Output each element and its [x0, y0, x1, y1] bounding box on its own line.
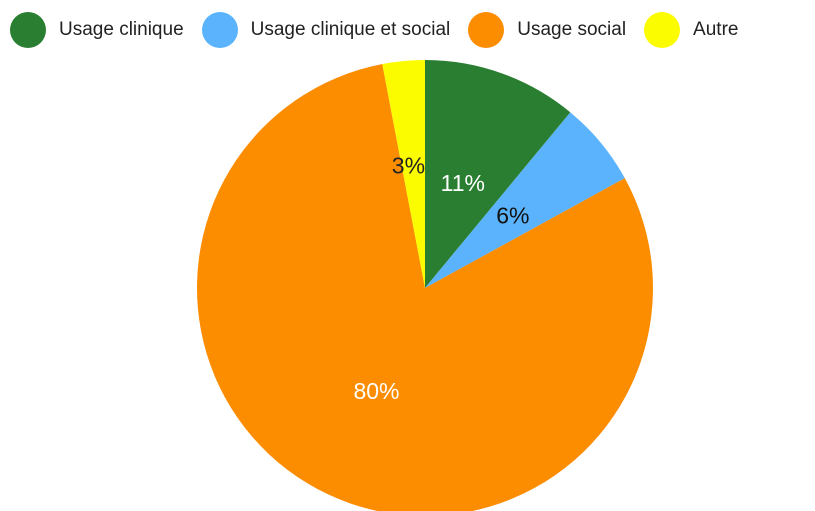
legend-label-usage-clinique-et-social: Usage clinique et social [250, 19, 451, 40]
legend-label-usage-social: Usage social [517, 19, 627, 40]
pie-slice-usage-clinique [425, 60, 571, 288]
legend-swatch-usage-clinique-et-social [201, 12, 238, 48]
slice-label-autre: 3% [392, 152, 425, 178]
legend-item-autre: Autre [644, 12, 738, 48]
legend-swatch-autre [644, 12, 681, 48]
pie-slice-usage-social [197, 64, 653, 511]
legend-label-autre: Autre [693, 19, 739, 40]
legend-swatch-usage-social [468, 12, 505, 48]
slice-label-usage-social: 80% [353, 378, 399, 404]
slice-label-usage-clinique: 11% [441, 170, 485, 196]
legend-swatch-usage-clinique [10, 12, 46, 48]
legend-item-usage-clinique: Usage clinique [10, 12, 184, 48]
legend-item-usage-social: Usage social [468, 12, 626, 48]
legend-item-usage-clinique-et-social: Usage clinique et social [201, 12, 451, 48]
pie-slice-usage-clinique-et-social [425, 112, 625, 288]
legend-label-usage-clinique: Usage clinique [59, 19, 184, 40]
chart-legend: Usage clinique Usage clinique et social … [10, 10, 738, 50]
slice-label-usage-clinique-et-social: 6% [496, 202, 529, 228]
pie-slice-autre [382, 60, 425, 288]
